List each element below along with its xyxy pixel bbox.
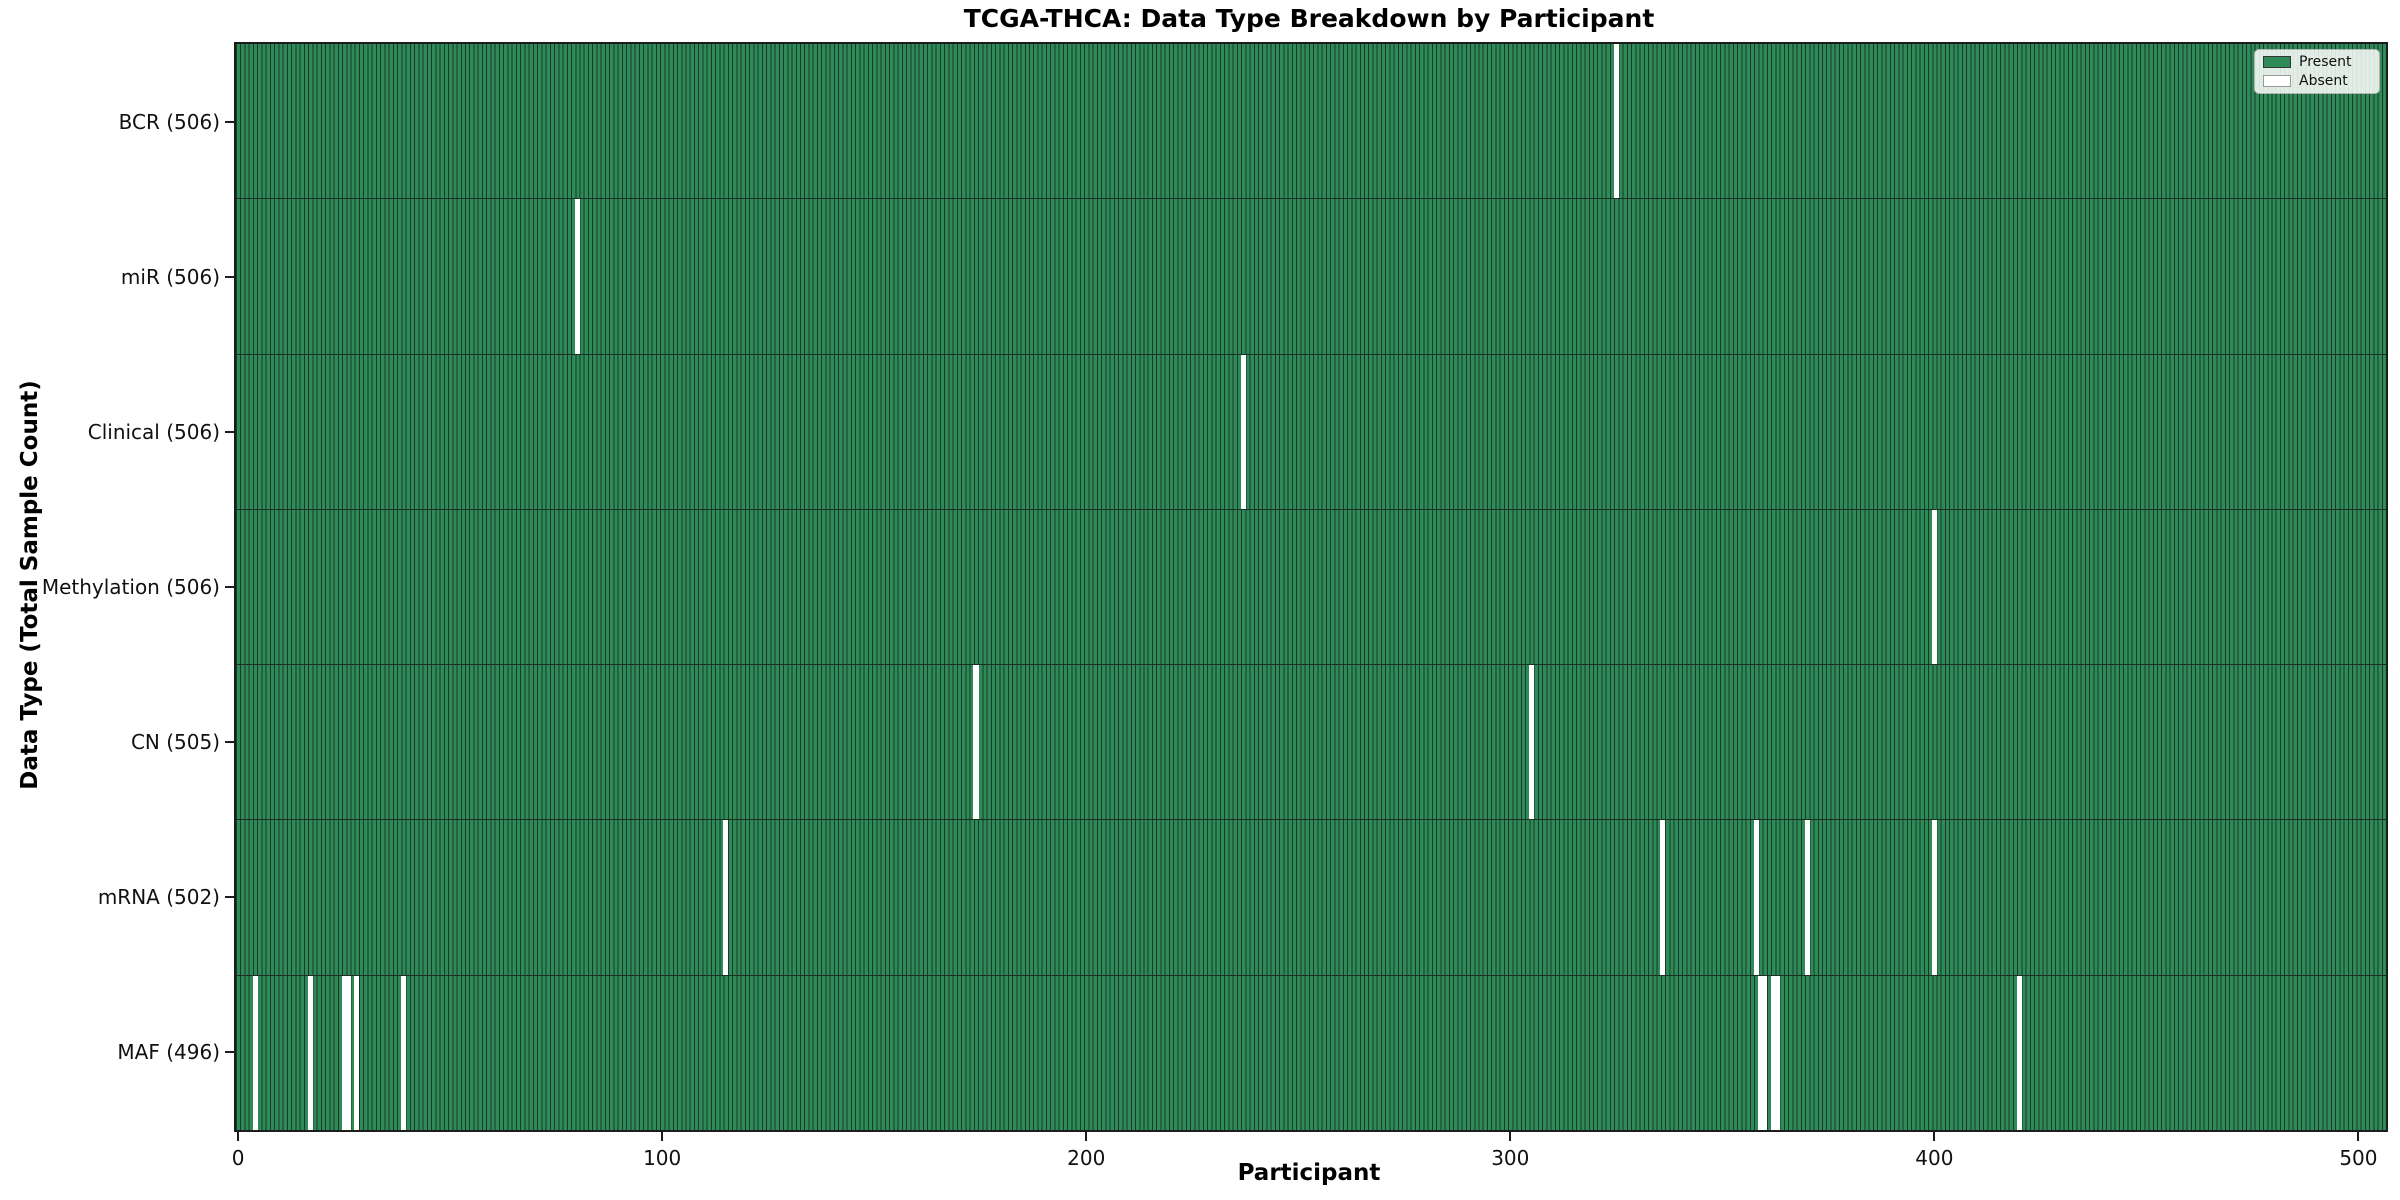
x-tick-label-400: 400 (1915, 1146, 1954, 1170)
heatmap-rows (236, 44, 2386, 1130)
absent-gap (723, 820, 729, 975)
x-tick-label-200: 200 (1067, 1146, 1106, 1170)
present-swatch (2263, 56, 2291, 68)
data-row-mRNA (236, 820, 2386, 976)
y-tick-label-MAF: MAF (496) (117, 1040, 220, 1065)
data-row-Methylation (236, 509, 2386, 666)
legend-item-absent: Absent (2263, 74, 2371, 88)
x-tick (2357, 1132, 2360, 1141)
legend-label-absent: Absent (2299, 73, 2348, 89)
absent-gap (1660, 820, 1666, 975)
absent-gap (354, 975, 360, 1130)
y-tick (225, 586, 234, 588)
y-tick-label-Clinical: Clinical (506) (87, 419, 220, 444)
y-tick-label-miR: miR (506) (120, 264, 220, 289)
data-row-CN (236, 665, 2386, 821)
absent-gap (1613, 44, 1619, 199)
absent-gap (345, 975, 351, 1130)
absent-gap (341, 975, 347, 1130)
y-axis-label: Data Type (Total Sample Count) (17, 380, 43, 790)
absent-gap (1528, 665, 1535, 820)
absent-gap (1240, 354, 1246, 509)
x-tick-label-300: 300 (1491, 1146, 1530, 1170)
data-row-MAF (236, 975, 2386, 1130)
absent-swatch (2263, 75, 2291, 87)
y-tick-label-BCR: BCR (506) (118, 109, 220, 134)
data-row-miR (236, 199, 2386, 355)
y-tick-label-Methylation: Methylation (506) (41, 575, 220, 599)
x-tick (661, 1132, 664, 1141)
x-tick-label-100: 100 (643, 1146, 682, 1170)
plot-area: Present Absent BCR (506) miR (506) Clinica… (42, 42, 2388, 1170)
y-tick (225, 1051, 234, 1054)
x-axis-label: Participant (1237, 1160, 1381, 1186)
absent-gap (1931, 509, 1937, 665)
legend-item-present: Present (2263, 55, 2371, 69)
y-tick (225, 275, 234, 278)
absent-gap (307, 975, 313, 1130)
x-tick (1933, 1132, 1936, 1141)
x-tick (1085, 1132, 1088, 1141)
absent-gap (973, 665, 979, 820)
y-tick (225, 741, 234, 744)
x-tick-label-500: 500 (2339, 1146, 2378, 1170)
absent-gap (574, 199, 580, 354)
absent-gap (1931, 820, 1937, 975)
absent-gap (1753, 820, 1759, 975)
absent-gap (1774, 975, 1780, 1130)
x-tick-label-0: 0 (231, 1146, 245, 1170)
x-tick (237, 1132, 240, 1141)
y-tick-label-mRNA: mRNA (502) (97, 885, 220, 910)
absent-gap (252, 975, 258, 1130)
absent-gap (1770, 975, 1776, 1130)
y-tick (225, 120, 234, 123)
legend: Present Absent (2254, 49, 2380, 94)
data-row-BCR (236, 44, 2386, 200)
y-tick (225, 896, 234, 899)
y-tick (225, 430, 234, 433)
absent-gap (400, 975, 407, 1130)
absent-gap (2016, 975, 2022, 1130)
legend-label-present: Present (2299, 54, 2352, 70)
absent-gap (1804, 820, 1810, 975)
absent-gap (1757, 975, 1764, 1130)
absent-gap (1762, 975, 1768, 1130)
data-row-Clinical (236, 354, 2386, 510)
x-tick (1509, 1132, 1512, 1141)
chart-title: TCGA-THCA: Data Type Breakdown by Partic… (963, 4, 1655, 33)
y-tick-label-CN: CN (505) (130, 730, 220, 755)
